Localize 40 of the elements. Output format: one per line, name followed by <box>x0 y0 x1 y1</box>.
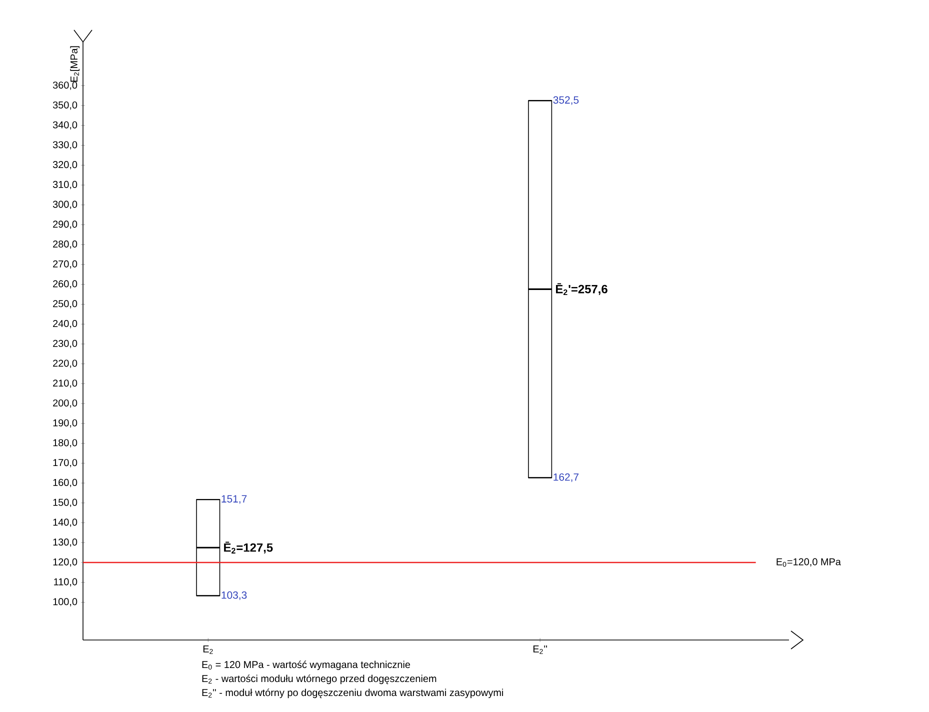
text: E$_{2}$ - wartości modułu wtórnego przed dogęszczeniem <box>202 674 436 684</box>
y-tick-label: 220,0 <box>53 360 78 368</box>
text: E$_{2}$'' - moduł wtórny po dogęszczeniu dwoma warstwami zasypowymi <box>202 688 503 698</box>
text: E$_{0}$ = 120 MPa - wartość wymagana technicznie <box>202 660 410 670</box>
y-tick-label: 330,0 <box>52 141 78 150</box>
y-tick-label: 300,0 <box>52 200 78 210</box>
y-tick-label: 320,0 <box>52 161 78 170</box>
y-tick-label: 210,0 <box>53 380 78 388</box>
y-tick-label: 250,0 <box>53 300 78 308</box>
y-tick-label: 270,0 <box>53 260 78 269</box>
y-tick-label: 110,0 <box>54 578 78 587</box>
y-tick-label: 240,0 <box>53 320 78 328</box>
y-axis-title: E$_{2}$[MPa] <box>70 46 80 82</box>
annotation: 103,3 <box>222 591 247 600</box>
y-tick-label: 170,0 <box>53 459 78 468</box>
y-tick-label: 280,0 <box>53 240 78 249</box>
y-tick-label: 360,0 <box>52 82 78 90</box>
x-tick-label: E$_{2}$'' <box>533 646 547 654</box>
annotation: 151,7 <box>222 495 247 504</box>
y-tick-label: 180,0 <box>53 439 78 448</box>
y-tick-label: 100,0 <box>53 598 78 606</box>
x-tick-label: E$_{2}$ <box>203 646 213 654</box>
y-tick-label: 260,0 <box>53 280 78 288</box>
y-tick-label: 200,0 <box>53 399 78 408</box>
annotation: 352,5 <box>553 96 579 105</box>
y-tick-label: 310,0 <box>52 180 78 190</box>
y-tick-label: 190,0 <box>53 419 78 428</box>
y-tick-label: 130,0 <box>53 538 78 547</box>
y-tick-label: 340,0 <box>52 121 78 130</box>
y-tick-label: 290,0 <box>53 220 78 229</box>
y-tick-label: 120,0 <box>53 558 78 567</box>
annotation: 162,7 <box>554 473 579 482</box>
annotation: Ē$_{2}$=127,5 <box>224 542 273 554</box>
y-tick-label: 140,0 <box>53 518 78 527</box>
y-tick-label: 160,0 <box>53 478 78 488</box>
annotation: Ē$_{2}$'=257,6 <box>556 283 608 296</box>
y-tick-label: 150,0 <box>53 498 78 508</box>
y-tick-label: 230,0 <box>53 340 78 348</box>
y-tick-label: 350,0 <box>52 101 78 110</box>
ref-line-label: E$_{0}$=120,0 MPa <box>776 558 841 567</box>
